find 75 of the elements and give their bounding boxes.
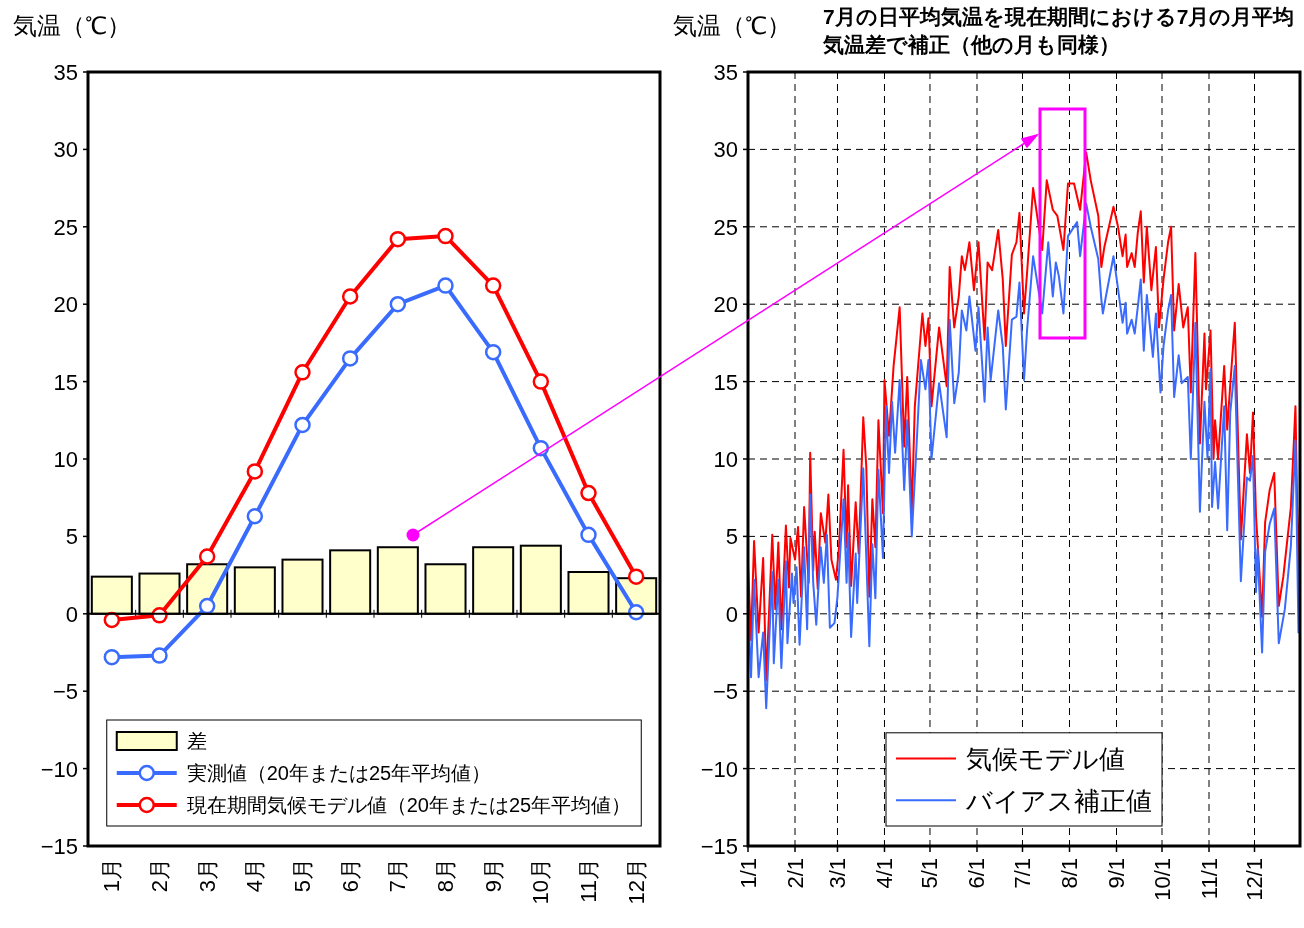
x-tick-label: 1/1 [735,858,761,889]
x-tick-label: 2月 [147,858,172,893]
y-tick-label: 35 [713,60,738,85]
point [389,295,407,313]
point [103,611,121,629]
x-tick-label: 10/1 [1149,858,1175,901]
x-tick-label: 1月 [99,858,125,893]
x-tick-label: 9月 [480,858,506,893]
y-tick-label: 0 [725,601,738,627]
x-tick-label: 3/1 [824,858,850,889]
x-tick-label: 3月 [194,858,220,893]
point [246,463,264,480]
x-tick-label: 4/1 [871,858,897,889]
y-tick-label: 10 [713,447,738,472]
point [484,277,502,294]
y-axis-title: 気温（℃） [673,12,791,39]
point [341,350,359,367]
x-tick-label: 8/1 [1056,858,1082,889]
y-tick-label: −10 [700,756,738,782]
x-tick-label: 6月 [337,858,363,893]
y-tick-label: 5 [725,524,738,550]
point [103,648,121,666]
point [198,548,216,565]
x-tick-label: 11/1 [1196,858,1222,900]
point [532,373,550,390]
y-tick-label: 15 [53,369,78,395]
y-tick-label: 5 [65,524,78,550]
x-tick-label: 7月 [385,858,411,893]
y-tick-label: 30 [53,137,78,163]
point [484,343,502,361]
point [389,230,407,248]
point [198,597,216,615]
y-tick-label: −10 [40,756,78,782]
legend-label: 気候モデル値 [966,743,1125,774]
x-tick-label: 6/1 [964,858,990,889]
y-tick-label: 35 [53,60,78,85]
point [294,416,311,434]
x-tick-label: 11月 [576,858,601,903]
y-tick-label: −5 [52,679,78,705]
legend-label: 現在期間気候モデル値（20年または25年平均値） [186,794,632,817]
legend-label: 実測値（20年または25年平均値） [186,762,492,785]
y-tick-label: 20 [713,292,738,318]
y-tick-label: −15 [40,834,78,859]
y-axis-title: 気温（℃） [13,12,131,39]
x-tick-label: 2/1 [782,858,808,889]
point [437,277,454,294]
point [580,526,597,544]
x-tick-label: 9/1 [1104,858,1130,889]
x-tick-label: 12/1 [1242,858,1268,901]
legend-label: バイアス補正値 [965,785,1152,816]
point [246,508,264,525]
y-tick-label: 25 [53,214,78,240]
point [437,227,454,245]
y-tick-label: 25 [713,214,738,240]
x-tick-label: 4月 [242,858,268,893]
point [627,568,645,585]
y-tick-label: −15 [700,834,738,859]
x-tick-label: 8月 [433,858,458,893]
y-tick-label: 0 [65,601,78,627]
y-tick-label: 20 [53,292,78,318]
y-tick-label: 15 [713,369,738,395]
x-tick-label: 5月 [290,858,315,893]
chart-title: 7月の日平均気温を現在期間における7月の月平均気温差で補正（他の月も同様） [822,5,1295,56]
point [294,364,311,381]
point [580,484,597,502]
y-tick-label: −5 [712,679,738,705]
x-tick-label: 5/1 [917,858,943,889]
y-tick-label: 30 [713,137,738,163]
x-tick-label: 10月 [528,858,554,905]
point [341,288,359,305]
x-tick-label: 12月 [623,858,649,905]
point [151,647,168,664]
legend-label: 差 [186,730,207,753]
y-tick-label: 10 [53,447,78,472]
x-tick-label: 7/1 [1009,858,1035,889]
